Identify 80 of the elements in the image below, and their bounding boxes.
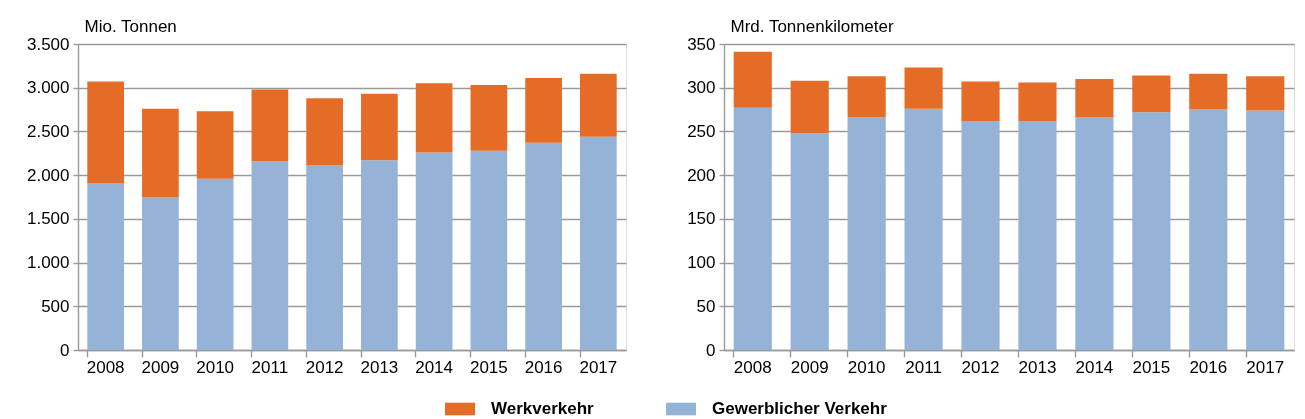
x-tick-label: 2017 <box>1246 357 1285 377</box>
bar <box>1075 78 1114 118</box>
bar <box>790 80 829 134</box>
bar <box>142 108 179 197</box>
x-tick-label: 2008 <box>86 357 125 377</box>
y-tick-label: 1.000 <box>26 253 70 273</box>
bar <box>306 165 343 350</box>
x-tick-label: 2011 <box>251 357 289 377</box>
y-tick-label: 100 <box>687 253 716 273</box>
x-tick-label: 2014 <box>1075 357 1114 377</box>
bar <box>733 107 772 350</box>
bar <box>525 78 562 143</box>
bar <box>196 111 234 179</box>
x-tick-label: 2009 <box>141 357 180 377</box>
x-tick-label: 2013 <box>1018 357 1057 377</box>
y-tick-label: 2.000 <box>26 165 70 185</box>
bar <box>1018 82 1057 121</box>
bar <box>470 150 508 350</box>
bar <box>904 108 943 350</box>
y-tick-label: 2.500 <box>26 121 70 141</box>
bar <box>580 136 617 350</box>
y-axis-title: Mio. Tonnen <box>84 16 177 36</box>
bar <box>1246 110 1285 350</box>
bar <box>790 133 829 350</box>
legend-label: Gewerblicher Verkehr <box>712 399 888 418</box>
y-tick-label: 50 <box>696 296 716 316</box>
x-tick-label: 2010 <box>847 357 886 377</box>
bar <box>251 89 289 162</box>
bar <box>1132 112 1171 350</box>
bar <box>1246 76 1285 111</box>
bar <box>415 83 453 153</box>
y-tick-label: 250 <box>687 121 716 141</box>
y-tick-label: 0 <box>60 340 70 360</box>
x-tick-label: 2009 <box>790 357 829 377</box>
bar <box>1189 109 1228 350</box>
bar <box>142 197 179 350</box>
y-axis-title: Mrd. Tonnenkilometer <box>730 16 894 36</box>
y-tick-label: 150 <box>687 209 716 229</box>
bar <box>961 81 1000 121</box>
y-tick-label: 300 <box>687 78 716 98</box>
x-tick-label: 2012 <box>961 357 1000 377</box>
x-tick-label: 2012 <box>305 357 344 377</box>
bar <box>580 73 617 137</box>
x-tick-label: 2008 <box>733 357 772 377</box>
bar <box>251 161 289 350</box>
bar <box>1075 117 1114 350</box>
bar <box>961 120 1000 350</box>
y-tick-label: 200 <box>687 165 716 185</box>
bar <box>847 76 886 118</box>
bar <box>87 183 124 350</box>
bar <box>415 152 453 350</box>
bar <box>904 67 943 109</box>
y-tick-label: 0 <box>706 340 716 360</box>
x-tick-label: 2014 <box>415 357 454 377</box>
bar <box>525 142 562 350</box>
bar <box>306 98 343 166</box>
x-tick-label: 2016 <box>524 357 563 377</box>
bar <box>847 117 886 350</box>
bar <box>361 160 398 350</box>
bar <box>1189 73 1228 110</box>
bar <box>470 85 508 151</box>
bar <box>87 81 124 184</box>
y-tick-label: 1.500 <box>26 209 70 229</box>
bar <box>361 93 398 161</box>
y-tick-label: 3.000 <box>26 78 70 98</box>
x-tick-label: 2013 <box>360 357 399 377</box>
bar <box>1018 120 1057 350</box>
y-tick-label: 3.500 <box>26 34 70 54</box>
x-tick-label: 2017 <box>579 357 618 377</box>
x-tick-label: 2015 <box>469 357 508 377</box>
bar <box>196 178 234 350</box>
y-tick-label: 500 <box>41 296 70 316</box>
bar <box>1132 75 1171 113</box>
x-tick-label: 2010 <box>196 357 235 377</box>
x-tick-label: 2016 <box>1189 357 1228 377</box>
x-tick-label: 2015 <box>1132 357 1171 377</box>
legend-label: Werkverkehr <box>491 399 595 418</box>
y-tick-label: 350 <box>687 34 716 54</box>
x-tick-label: 2011 <box>905 357 942 377</box>
bar <box>733 51 772 108</box>
